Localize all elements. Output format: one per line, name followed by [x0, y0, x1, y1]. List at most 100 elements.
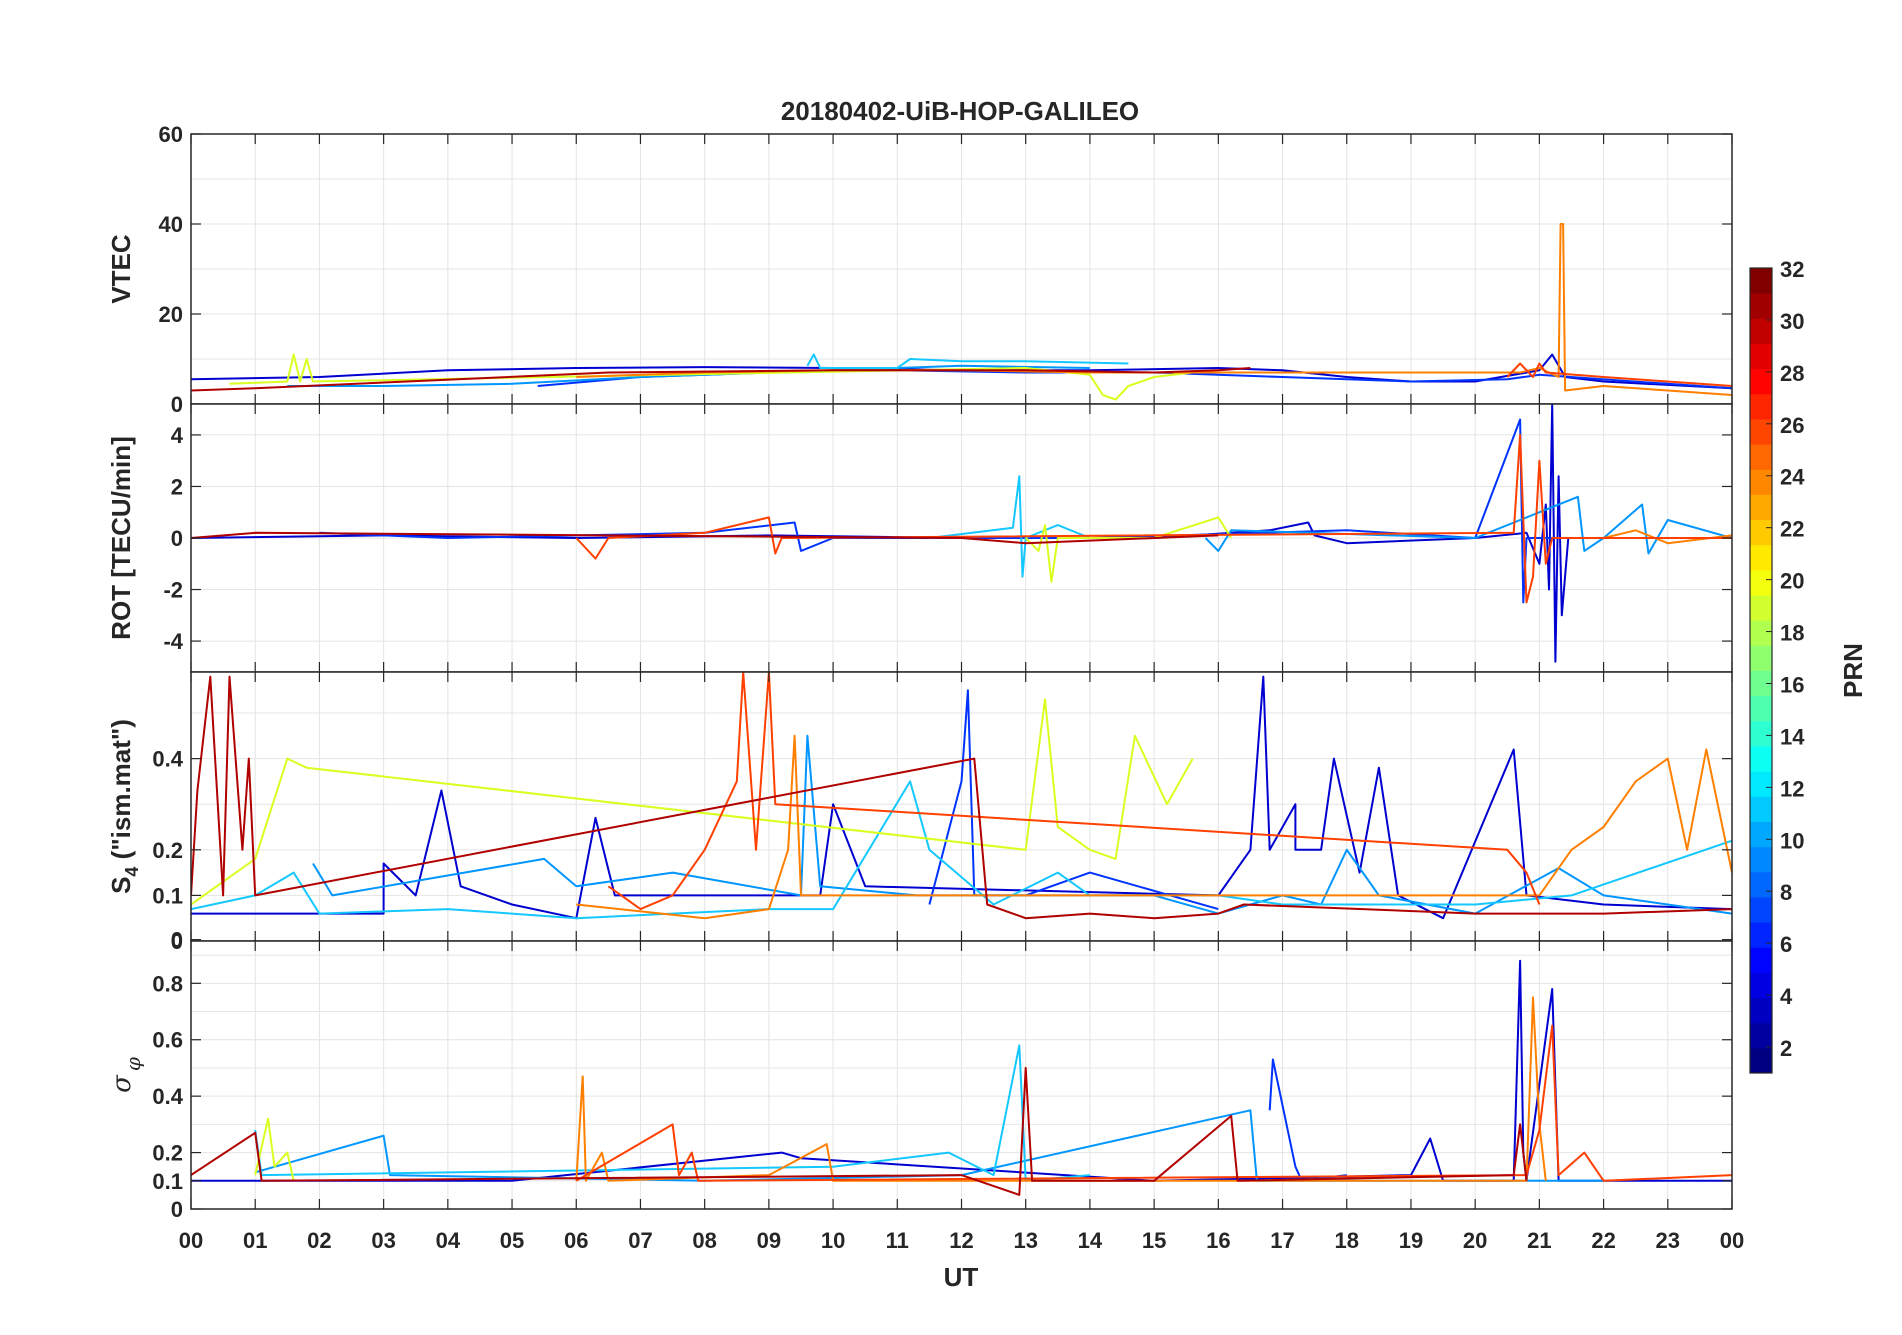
y-tick-label: 0.4 — [152, 747, 183, 772]
x-tick-labels: 00 01 02 03 04 05 06 07 08 09 10 11 12 13 14 15 16 17 18 19… — [179, 1228, 1744, 1253]
series-line-prn-31 — [191, 675, 1732, 920]
colorbar-tick-label: 4 — [1780, 984, 1793, 1009]
colorbar-tick-label: 8 — [1780, 880, 1792, 905]
colorbar-band — [1750, 343, 1772, 370]
colorbar-tick-label: 14 — [1780, 724, 1805, 749]
y-tick-label: 0 — [171, 526, 183, 551]
x-tick-label: 19 — [1399, 1228, 1423, 1253]
colorbar-band — [1750, 595, 1772, 621]
colorbar-band — [1750, 972, 1772, 999]
x-tick-label: 22 — [1591, 1228, 1615, 1253]
colorbar-band — [1750, 796, 1772, 822]
series-line-prn-23 — [1603, 529, 1732, 545]
y-axis-label-rest: ("ism.mat") — [106, 719, 136, 866]
x-tick-label: 14 — [1078, 1228, 1103, 1253]
series-line-prn-23 — [576, 734, 1732, 920]
series-line-prn-19 — [254, 1117, 295, 1182]
x-tick-label: 13 — [1013, 1228, 1037, 1253]
chart-title: 20180402-UiB-HOP-GALILEO — [781, 96, 1139, 126]
colorbar-band — [1750, 947, 1772, 973]
y-axis-label-main: σ — [107, 1074, 137, 1093]
x-tick-label: 17 — [1270, 1228, 1294, 1253]
series-line-prn-26 — [607, 672, 1541, 911]
series-line-prn-31 — [191, 1066, 1528, 1196]
series-line-prn-31 — [191, 367, 1251, 392]
colorbar-band — [1750, 569, 1772, 596]
y-tick-label: 0 — [171, 928, 183, 953]
series-line-prn-19 — [191, 698, 1194, 906]
series-line-prn-9 — [1204, 495, 1732, 555]
y-tick-label: 0 — [171, 392, 183, 417]
series-line-prn-26 — [1506, 362, 1732, 387]
panel-s4: 000.10.20.4S4 ("ism.mat") — [106, 671, 1733, 954]
colorbar-band — [1750, 393, 1772, 420]
x-tick-label: 08 — [692, 1228, 716, 1253]
colorbar-band — [1750, 544, 1772, 571]
x-tick-label: 15 — [1142, 1228, 1166, 1253]
y-tick-label: 0 — [171, 929, 183, 954]
series-line-prn-11 — [191, 780, 1732, 920]
y-axis-label-rot: ROT [TECU/min] — [106, 436, 136, 640]
y-axis-label-sigma: σφ — [107, 1057, 145, 1093]
y-axis-label-s4: S4 ("ism.mat") — [106, 719, 142, 894]
series-line-prn-11 — [806, 353, 1129, 369]
colorbar-band — [1750, 469, 1772, 495]
x-tick-label: 03 — [371, 1228, 395, 1253]
y-tick-label: 0.8 — [152, 971, 183, 996]
series-line-prn-2 — [191, 353, 1732, 390]
x-tick-label: 06 — [564, 1228, 588, 1253]
panel-vtec: 0 20 40 60 VTEC — [106, 122, 1733, 417]
y-tick-label: 60 — [159, 122, 183, 147]
y-tick-label: 20 — [159, 302, 183, 327]
x-tick-label: 11 — [886, 1228, 909, 1253]
y-axis-label-main: S — [106, 877, 136, 894]
colorbar-tick-label: 22 — [1780, 517, 1804, 542]
colorbar-band — [1750, 268, 1772, 294]
colorbar-band — [1750, 821, 1772, 848]
x-tick-label: 20 — [1463, 1228, 1487, 1253]
colorbar-tick-label: 20 — [1780, 569, 1804, 594]
colorbar-tick-label: 30 — [1780, 309, 1804, 334]
x-tick-label: 09 — [757, 1228, 781, 1253]
colorbar-tick-label: 26 — [1780, 413, 1804, 438]
series-group — [191, 223, 1732, 401]
x-tick-label: 16 — [1206, 1228, 1230, 1253]
series-line-prn-11 — [929, 475, 1091, 578]
series-group — [191, 672, 1732, 920]
colorbar-label: PRN — [1838, 643, 1868, 698]
colorbar-band — [1750, 997, 1772, 1024]
series-line-prn-31 — [191, 531, 1219, 545]
x-tick-label: 01 — [243, 1228, 267, 1253]
y-tick-label: 0.1 — [152, 883, 183, 908]
series-line-prn-23 — [575, 996, 1547, 1182]
colorbar-band — [1750, 922, 1772, 948]
colorbar-band — [1750, 494, 1772, 521]
y-axis-label-vtec: VTEC — [106, 234, 136, 304]
colorbar-band — [1750, 1022, 1772, 1049]
y-tick-label: -4 — [163, 629, 183, 654]
colorbar-tick-label: 32 — [1780, 257, 1804, 282]
series-group — [191, 959, 1732, 1196]
colorbar-tick-label: 12 — [1780, 776, 1804, 801]
colorbar-band — [1750, 771, 1772, 797]
y-tick-label: 0.6 — [152, 1028, 183, 1053]
colorbar-band — [1750, 1047, 1772, 1074]
colorbar-band — [1750, 519, 1772, 546]
colorbar-tick-label: 16 — [1780, 672, 1804, 697]
colorbar-band — [1750, 418, 1772, 445]
x-tick-label: 07 — [628, 1228, 652, 1253]
colorbar-band — [1750, 695, 1772, 722]
x-tick-label: 23 — [1656, 1228, 1680, 1253]
colorbar-band — [1750, 745, 1772, 772]
x-tick-label: 10 — [821, 1228, 845, 1253]
panel-sigma: 0 0.1 0.2 0.4 0.6 0.8 σφ — [107, 940, 1733, 1222]
y-tick-label: 0.2 — [152, 838, 183, 863]
x-tick-label: 04 — [436, 1228, 461, 1253]
colorbar-frame — [1749, 267, 1773, 1074]
y-tick-label: 0 — [171, 1197, 183, 1222]
y-tick-label: 4 — [171, 423, 184, 448]
y-tick-label: 40 — [159, 212, 183, 237]
